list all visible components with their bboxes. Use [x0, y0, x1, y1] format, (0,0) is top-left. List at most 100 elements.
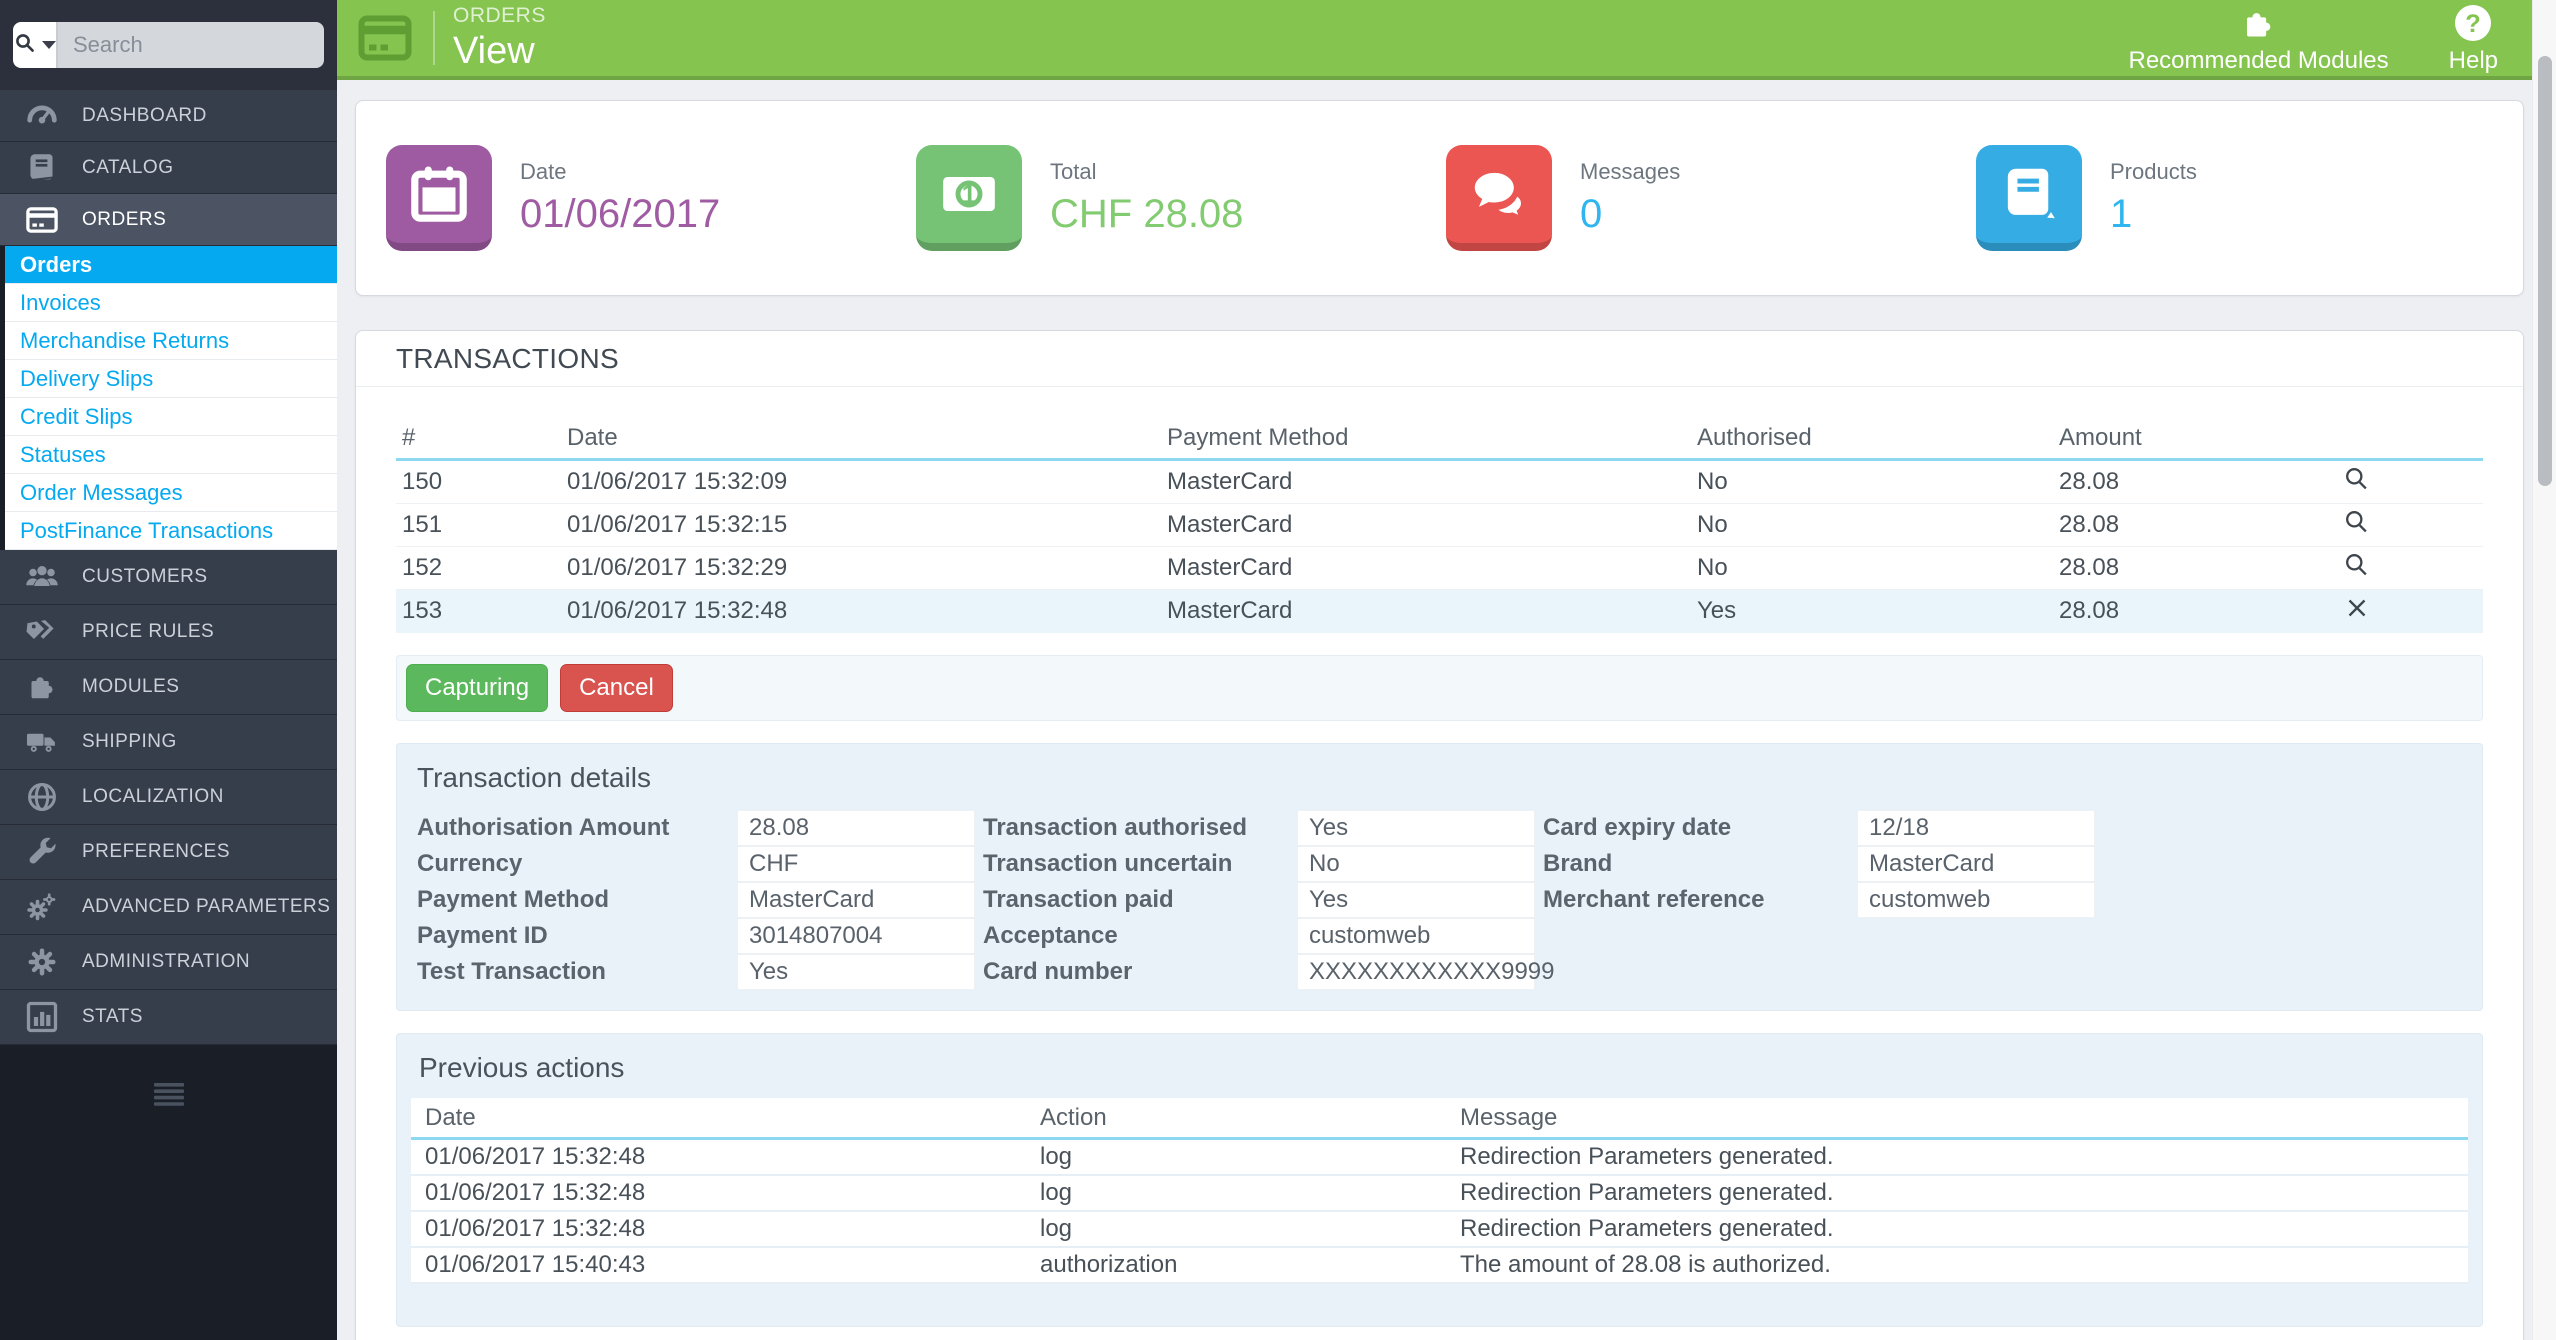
dashboard-gauge-icon: [22, 96, 62, 136]
col-header-action: Action: [1040, 1103, 1107, 1131]
orders-credit-card-icon: [22, 200, 62, 240]
sidebar-search-area: [0, 0, 337, 90]
col-header-message: Message: [1460, 1103, 1558, 1131]
search-input[interactable]: [58, 22, 324, 68]
sidebar-item-label: ORDERS: [82, 208, 167, 230]
preferences-wrench-icon: [22, 832, 62, 872]
cancel-button[interactable]: Cancel: [560, 664, 673, 712]
view-transaction-button[interactable]: [2336, 507, 2483, 544]
field-value: XXXXXXXXXXXX9999: [1297, 954, 1554, 990]
cell-action: log: [1040, 1215, 1073, 1242]
sidebar-item-label: SHIPPING: [82, 731, 177, 752]
field-value: customweb: [1297, 918, 1535, 954]
puzzle-icon: [2239, 2, 2279, 44]
details-column-1: Authorisation Amount 28.08 Currency CHF Pa…: [417, 810, 975, 990]
help-button[interactable]: ? Help: [2449, 2, 2498, 75]
cell-amount: 28.08: [2059, 597, 2120, 624]
sidebar-item-customers[interactable]: CUSTOMERS: [0, 550, 337, 605]
kpi-text: Date 01/06/2017: [520, 159, 720, 237]
col-header-date: Date: [425, 1103, 476, 1131]
modules-puzzle-icon: [22, 667, 62, 707]
cell-date: 01/06/2017 15:32:48: [425, 1215, 646, 1242]
sidebar-item-label: ADVANCED PARAMETERS: [82, 896, 331, 917]
field-value: Yes: [1297, 810, 1535, 846]
transaction-details-grid: Authorisation Amount 28.08 Currency CHF Pa…: [417, 810, 2462, 990]
cell-date: 01/06/2017 15:32:48: [567, 597, 788, 624]
chevron-down-icon: [42, 41, 56, 49]
view-transaction-button[interactable]: [2336, 464, 2483, 501]
page-header: ORDERS View Recommended Modules ? Help: [337, 0, 2532, 80]
field-value: 12/18: [1857, 810, 2095, 846]
transactions-panel: TRANSACTIONS # Date Payment Method Autho…: [355, 330, 2524, 1340]
transactions-table: # Date Payment Method Authorised Amount …: [396, 417, 2483, 633]
cell-id: 152: [402, 554, 443, 581]
field-label: Transaction authorised: [983, 814, 1248, 841]
sidebar-item-price-rules[interactable]: PRICE RULES: [0, 605, 337, 660]
orders-submenu: Orders Invoices Merchandise Returns Deli…: [5, 246, 337, 550]
kpi-label: Messages: [1580, 159, 1681, 184]
field-value: No: [1297, 846, 1535, 882]
sidebar-item-advanced-parameters[interactable]: ADVANCED PARAMETERS: [0, 880, 337, 935]
field-value: MasterCard: [1857, 846, 2095, 882]
cell-action: authorization: [1040, 1251, 1178, 1278]
cell-id: 153: [402, 597, 443, 624]
cell-authorised: No: [1697, 511, 1728, 538]
sidebar-item-stats[interactable]: STATS: [0, 990, 337, 1045]
view-transaction-button[interactable]: [2336, 550, 2483, 587]
submenu-item-credit-slips[interactable]: Credit Slips: [5, 398, 337, 436]
submenu-item-order-messages[interactable]: Order Messages: [5, 474, 337, 512]
field-label: Transaction paid: [983, 886, 1174, 913]
submenu-item-merchandise-returns[interactable]: Merchandise Returns: [5, 322, 337, 360]
advanced-parameters-gears-icon: [22, 887, 62, 927]
field-label: Authorisation Amount: [417, 814, 670, 841]
kpi-messages: Messages 0: [1416, 145, 1946, 251]
submenu-item-invoices[interactable]: Invoices: [5, 284, 337, 322]
cell-action: log: [1040, 1143, 1073, 1170]
kpi-date: Date 01/06/2017: [356, 145, 886, 251]
sidebar-item-label: PREFERENCES: [82, 841, 231, 862]
sidebar-item-label: DASHBOARD: [82, 104, 207, 126]
cell-message: The amount of 28.08 is authorized.: [1460, 1251, 1831, 1278]
field-label: Card expiry date: [1543, 814, 1732, 841]
sidebar-item-localization[interactable]: LOCALIZATION: [0, 770, 337, 825]
submenu-item-delivery-slips[interactable]: Delivery Slips: [5, 360, 337, 398]
kpi-text: Products 1: [2110, 159, 2197, 237]
submenu-item-statuses[interactable]: Statuses: [5, 436, 337, 474]
previous-actions-table: Date Action Message 01/06/2017 15:32:48 …: [411, 1098, 2468, 1284]
sidebar-item-orders[interactable]: ORDERS: [0, 194, 337, 246]
sidebar-collapse-button[interactable]: [0, 1082, 337, 1113]
customers-people-icon: [22, 557, 62, 597]
field-label: Merchant reference: [1543, 886, 1765, 913]
submenu-item-postfinance-transactions[interactable]: PostFinance Transactions: [5, 512, 337, 550]
scrollbar-thumb[interactable]: [2538, 56, 2552, 486]
search-scope-button[interactable]: [13, 22, 58, 68]
sidebar-nav-bottom: CUSTOMERS PRICE RULES MODULES SHIPPING: [0, 550, 337, 1045]
submenu-item-orders[interactable]: Orders: [5, 246, 337, 284]
transaction-row-selected: 153 01/06/2017 15:32:48 MasterCard Yes 2…: [396, 590, 2483, 633]
scrollbar-track[interactable]: [2532, 0, 2556, 1340]
capturing-button[interactable]: Capturing: [406, 664, 549, 712]
field-label: Test Transaction: [417, 958, 606, 985]
details-column-3: Card expiry date 12/18 Brand MasterCard Me…: [1535, 810, 2095, 990]
sidebar-item-label: STATS: [82, 1006, 143, 1027]
shipping-truck-icon: [22, 722, 62, 762]
field-label: Brand: [1543, 850, 1613, 877]
kpi-value: 1: [2110, 192, 2133, 236]
transactions-table-header: # Date Payment Method Authorised Amount: [396, 417, 2483, 461]
breadcrumb: ORDERS: [453, 3, 546, 27]
close-transaction-button[interactable]: [2336, 593, 2483, 630]
sidebar-item-modules[interactable]: MODULES: [0, 660, 337, 715]
close-icon: [2342, 593, 2372, 630]
recommended-modules-button[interactable]: Recommended Modules: [2129, 2, 2389, 75]
cell-message: Redirection Parameters generated.: [1460, 1215, 1834, 1242]
sidebar-item-shipping[interactable]: SHIPPING: [0, 715, 337, 770]
sidebar-item-label: PRICE RULES: [82, 621, 215, 642]
previous-action-row: 01/06/2017 15:40:43 authorization The am…: [411, 1248, 2468, 1284]
sidebar-item-catalog[interactable]: CATALOG: [0, 142, 337, 194]
field-label: Card number: [983, 958, 1133, 985]
cell-action: log: [1040, 1179, 1073, 1206]
sidebar-item-administration[interactable]: ADMINISTRATION: [0, 935, 337, 990]
sidebar-item-preferences[interactable]: PREFERENCES: [0, 825, 337, 880]
sidebar-item-dashboard[interactable]: DASHBOARD: [0, 90, 337, 142]
